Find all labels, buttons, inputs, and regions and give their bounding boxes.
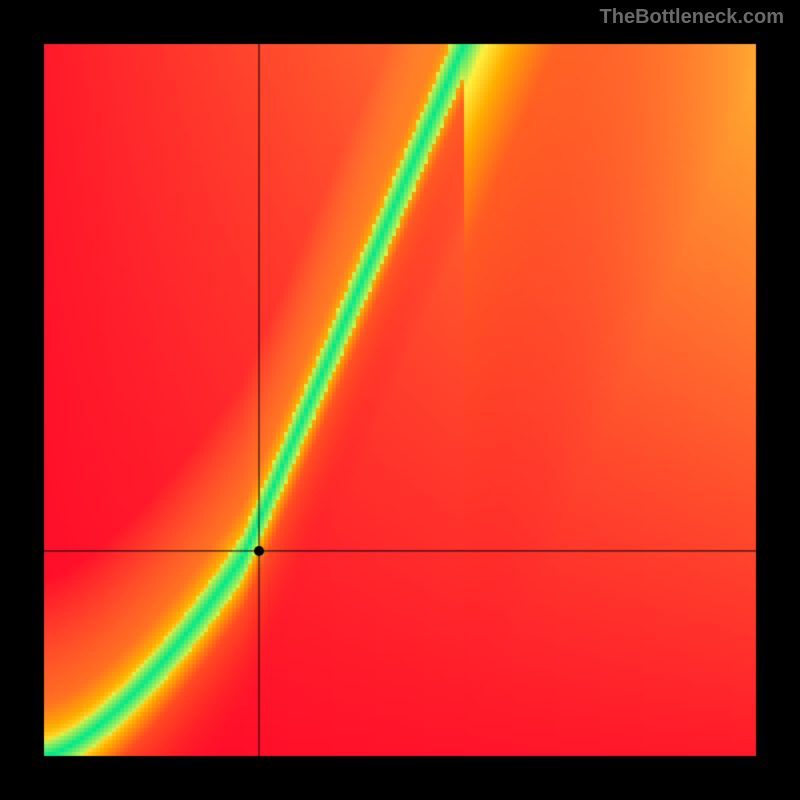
chart-container: TheBottleneck.com	[0, 0, 800, 800]
watermark-text: TheBottleneck.com	[600, 6, 784, 29]
heatmap-canvas	[0, 0, 800, 800]
